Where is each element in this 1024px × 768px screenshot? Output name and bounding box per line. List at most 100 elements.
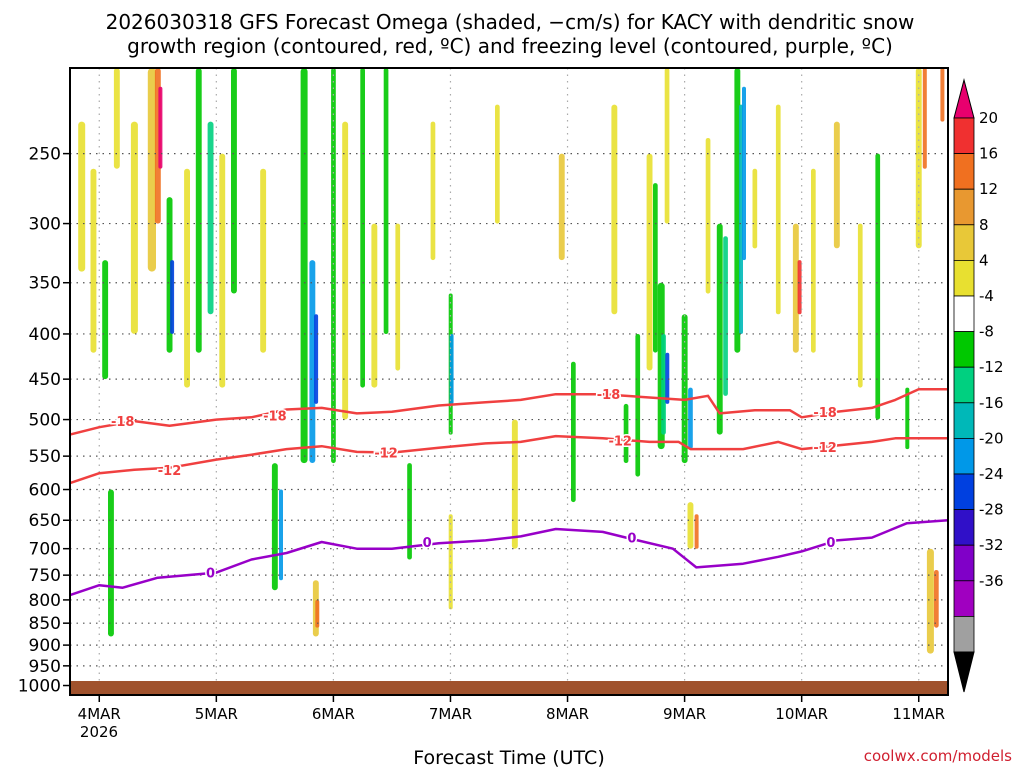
omega-streak [646,153,653,371]
omega-streak [158,86,163,169]
omega-streak [922,68,927,169]
omega-streak [723,236,728,396]
omega-streak [915,68,922,249]
contour-label: 0 [206,567,215,582]
omega-streak [811,168,816,353]
colorbar-swatch [953,580,975,617]
omega-streak [797,260,802,315]
contour-label: -18 [597,388,621,403]
y-tick-label: 400 [29,325,61,345]
omega-streak [905,387,910,450]
y-tick-label: 350 [29,274,61,294]
omega-streak [207,121,214,315]
colorbar-swatch [953,295,975,332]
contour-label: -12 [374,447,398,462]
y-tick-label: 950 [29,657,61,677]
colorbar-swatch [953,366,975,404]
colorbar-swatch [953,402,975,439]
chart-title-line1: 2026030318 GFS Forecast Omega (shaded, −… [106,10,915,34]
omega-streak [309,260,316,463]
colorbar-swatch [953,259,975,297]
contour-lines: -18 -18 -18 -18 -12 -12 -12 -12 0 0 0 0 [69,387,949,597]
colorbar-label: 4 [979,251,989,269]
omega-streak [665,352,670,404]
x-tick-label: 11MAR [892,705,945,723]
contour-label: -18 [111,415,135,430]
colorbar-label: -24 [979,465,1004,483]
omega-streak [448,514,453,610]
omega-streak [314,314,319,404]
omega-streak [108,489,114,637]
omega-streak [231,68,237,294]
omega-streak [184,168,190,388]
x-axis-title: Forecast Time (UTC) [413,747,604,768]
omega-streak [300,68,308,464]
y-tick-label: 600 [29,481,61,501]
contour-label: 0 [627,532,636,547]
omega-streak [635,334,641,477]
omega-streak [315,599,320,628]
colorbar-swatch [953,509,975,546]
colorbar-arrow-top [953,78,975,119]
omega-streak [495,104,500,224]
omega-streak [940,68,945,122]
colorbar-label: -16 [979,394,1004,412]
x-tick-label: 9MAR [663,705,706,723]
omega-streak [705,138,711,294]
omega-streak [716,223,723,435]
omega-streak [279,489,283,581]
omega-streak [260,168,267,353]
x-tick-label: 10MAR [775,705,828,723]
contour-label: 0 [826,536,835,551]
contour-freezing-level-0C [69,518,949,597]
omega-streak [78,121,86,272]
omega-streak [623,403,629,463]
colorbar-arrow-bottom [953,651,975,693]
omega-streak [147,68,156,272]
omega-streak [792,223,799,353]
omega-streak [752,168,758,249]
omega-streak [934,570,939,628]
colorbar-label: 12 [979,180,998,198]
y-tick-label: 500 [29,411,61,431]
omega-streak [407,463,412,560]
x-tick-label: 4MAR [78,705,121,723]
omega-streak [271,463,278,591]
gridlines [70,68,948,695]
colorbar-legend: 20 16 12 8 4 -4 -8 -12 -16 -20 -24 -28 -32 -36 [953,78,1004,693]
y-tick-label: 300 [29,215,61,235]
credit-label: coolwx.com/models [864,747,1012,765]
y-tick-label: 250 [29,145,61,165]
colorbar-label: 8 [979,216,989,234]
colorbar-swatch [953,331,975,368]
contour-label: -12 [158,464,182,479]
colorbar-swatch [953,616,975,653]
x-tick-label: 8MAR [546,705,589,723]
omega-streak [102,260,109,380]
omega-streak [371,223,378,388]
colorbar-label: 16 [979,145,998,163]
omega-streak [360,68,365,388]
y-tick-label: 550 [29,447,61,467]
colorbar-swatch [953,188,975,226]
contour-label: 0 [423,536,432,551]
omega-shading [78,68,945,654]
contour-dgz-minus18 [69,387,948,436]
terrain-ground [70,681,948,695]
contour-dgz-minus12 [69,434,948,485]
omega-streak [661,334,666,435]
omega-streak [833,121,840,249]
y-tick-label: 900 [29,636,61,656]
omega-streak [170,260,175,334]
x-tick-label: 7MAR [429,705,472,723]
colorbar-swatch [953,544,975,582]
omega-streak [926,548,934,654]
omega-streak [571,361,576,503]
omega-streak [558,153,565,261]
colorbar-swatch [953,473,975,510]
omega-streak [694,514,699,549]
y-tick-label: 750 [29,566,61,586]
y-tick-label: 700 [29,540,61,560]
y-tick-label: 850 [29,614,61,634]
colorbar-swatch [953,153,975,190]
